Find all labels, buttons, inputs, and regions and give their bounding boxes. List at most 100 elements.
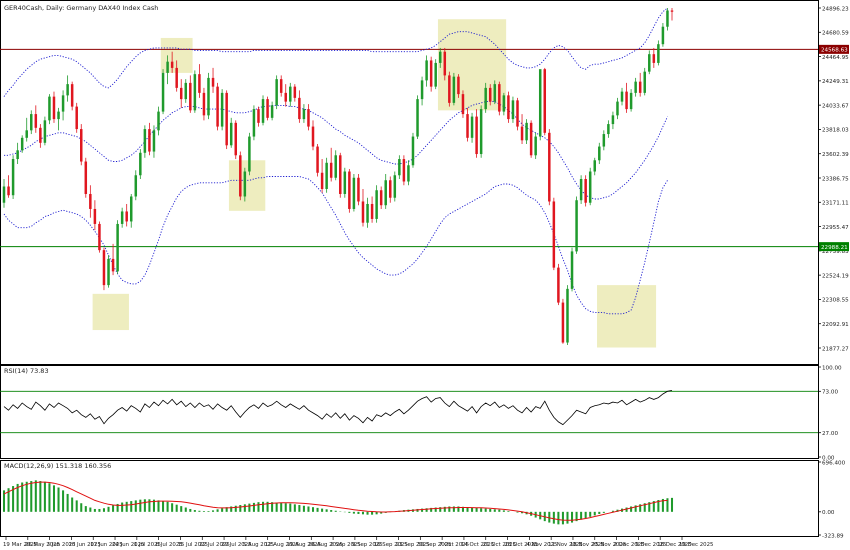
- candle-body: [434, 62, 437, 87]
- candle: [189, 75, 192, 113]
- time-tick-label: 16 Dec 2025: [657, 542, 691, 548]
- candle-body: [207, 77, 210, 116]
- candle-body: [516, 100, 519, 127]
- candle-body: [448, 75, 451, 103]
- time-tick-label: 30 Sep 2025: [417, 542, 451, 548]
- candle: [61, 90, 65, 121]
- candle-body: [216, 86, 219, 127]
- candle: [125, 203, 128, 227]
- candle-body: [561, 302, 565, 343]
- price-level-lines: [0, 48, 818, 248]
- time-tick-label: 1 Jul 2025: [134, 542, 161, 548]
- candle-body: [420, 80, 424, 100]
- candle-body: [566, 288, 569, 343]
- price-tick-label: 22524.19: [822, 273, 849, 279]
- candle-body: [598, 146, 601, 161]
- candle: [529, 120, 533, 158]
- time-tick-label: 4 Nov 2025: [526, 542, 557, 548]
- macd-panel-frame: [0, 460, 819, 537]
- price-tick-label: 23602.39: [822, 152, 849, 158]
- candle-body: [507, 95, 510, 120]
- candle-body: [34, 114, 38, 128]
- candle: [620, 87, 624, 106]
- time-tick-label: 18 Nov 2025: [570, 542, 605, 548]
- price-panel: GER40Cash, Daily: Germany DAX40 Index Ca…: [0, 0, 849, 365]
- candle-body: [393, 175, 397, 198]
- candle-body: [620, 91, 624, 102]
- candle: [575, 196, 578, 254]
- candle-body: [20, 137, 24, 151]
- candle: [25, 117, 28, 142]
- candle-body: [2, 186, 6, 203]
- candle: [525, 119, 528, 145]
- candle-body: [307, 109, 310, 127]
- candle-body: [416, 99, 419, 137]
- candle: [311, 120, 315, 151]
- bollinger-bands: [3, 7, 668, 315]
- candle: [193, 70, 197, 113]
- time-tick-label: 14 Oct 2025: [461, 542, 494, 548]
- candle: [284, 84, 287, 107]
- candle: [234, 120, 238, 160]
- candle: [370, 196, 374, 223]
- candle: [588, 167, 592, 206]
- candle: [216, 82, 219, 131]
- time-tick-label: 26 May 2025: [25, 542, 60, 548]
- time-tick-label: 8 Jul 2025: [156, 542, 183, 548]
- candle-body: [466, 114, 469, 138]
- candle-body: [320, 172, 324, 189]
- candle-body: [625, 91, 628, 110]
- candle: [398, 155, 401, 180]
- candle: [220, 89, 224, 131]
- candle: [552, 197, 556, 271]
- candle: [298, 90, 301, 123]
- candle-body: [139, 152, 142, 176]
- candle-body: [366, 203, 369, 223]
- rsi-panel: RSI(14) 73.83 100.00 73.00 27.00 0.00: [0, 365, 842, 461]
- candle-body: [98, 223, 101, 251]
- time-tick-label: 29 Jul 2025: [221, 542, 252, 548]
- time-tick-label: 24 Jun 2025: [112, 542, 144, 548]
- time-tick-label: 19 Dec 2025: [679, 542, 713, 548]
- candle: [643, 67, 646, 96]
- candle-body: [129, 196, 133, 222]
- candle: [339, 152, 342, 198]
- candle: [175, 60, 178, 92]
- candle: [225, 90, 228, 150]
- candle-body: [525, 122, 528, 141]
- candle-body: [293, 86, 297, 98]
- candle-body: [616, 101, 619, 116]
- candle-body: [557, 267, 560, 303]
- candle: [93, 200, 97, 231]
- price-tick-label: 24249.31: [822, 79, 849, 85]
- candle: [266, 96, 269, 121]
- price-tick-label: 22739.83: [822, 249, 849, 255]
- candle: [389, 176, 392, 203]
- candle: [366, 197, 369, 228]
- candle-body: [634, 81, 637, 93]
- candle: [198, 64, 201, 98]
- candle-body: [479, 109, 483, 155]
- candle-body: [402, 159, 406, 182]
- candle-body: [175, 67, 178, 88]
- time-tick-label: 5 Aug 2025: [243, 542, 274, 548]
- candle-body: [648, 54, 651, 72]
- candle: [7, 175, 10, 198]
- candle: [352, 174, 356, 212]
- candle: [661, 22, 665, 47]
- candle-body: [234, 122, 238, 156]
- candle-body: [379, 190, 383, 206]
- candle: [52, 91, 56, 123]
- price-tick-label: 24680.59: [822, 31, 849, 37]
- time-tick-label: 19 Mar 2025: [3, 542, 37, 548]
- time-tick-label: 11 Nov 2025: [548, 542, 583, 548]
- candle: [579, 175, 583, 204]
- bollinger-band-2: [4, 101, 668, 200]
- candle: [616, 97, 619, 120]
- candle-body: [111, 258, 115, 272]
- candle-body: [352, 177, 356, 209]
- candle-body: [30, 114, 33, 131]
- highlight-zone-5: [597, 285, 657, 348]
- candle-body: [266, 99, 269, 118]
- time-tick-label: 28 Oct 2025: [505, 542, 538, 548]
